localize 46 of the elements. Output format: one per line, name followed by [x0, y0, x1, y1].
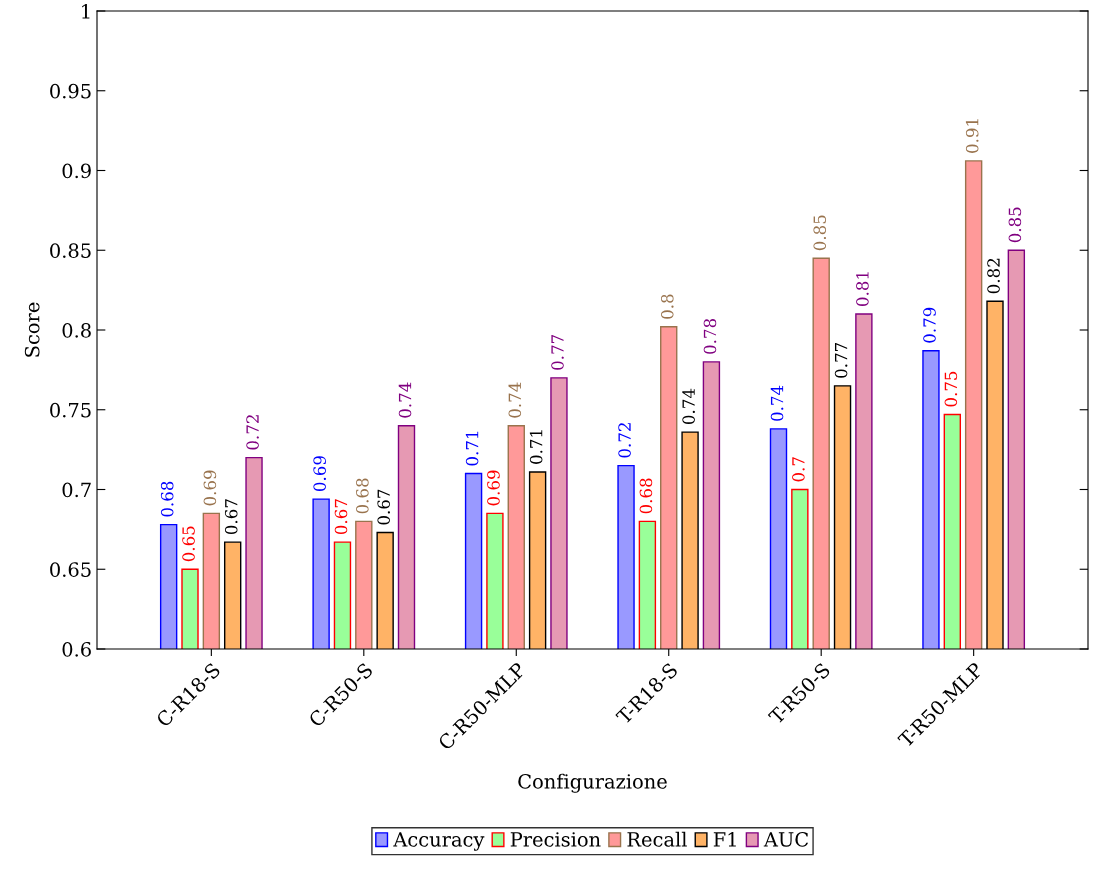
data-label: 0.68 [356, 478, 369, 514]
data-label: 0.72 [246, 415, 259, 450]
data-label: 0.74 [508, 382, 522, 418]
data-label: 0.67 [224, 499, 238, 535]
data-label: 0.74 [682, 388, 695, 425]
data-label: 0.71 [529, 430, 543, 464]
y-tick-label: 0.75 [50, 402, 91, 418]
data-label: 0.81 [856, 272, 869, 307]
data-label: 0.68 [160, 481, 174, 517]
y-tick-label: 0.95 [50, 83, 91, 99]
y-tick-label: 0.8 [62, 322, 91, 338]
data-label: 0.72 [618, 423, 631, 458]
data-label: 0.68 [639, 478, 653, 514]
data-label: 0.91 [965, 119, 979, 153]
data-label: 0.82 [987, 258, 1000, 294]
data-label: 0.7 [792, 457, 805, 482]
data-label: 0.67 [377, 489, 390, 525]
data-label: 0.67 [334, 499, 348, 535]
legend-label: F1 [713, 832, 736, 847]
data-label: 0.74 [398, 382, 412, 418]
y-tick-label: 0.65 [50, 562, 91, 577]
data-label: 0.69 [487, 470, 500, 506]
data-label: 0.85 [1008, 207, 1022, 243]
y-tick-label: 0.6 [62, 641, 91, 657]
data-label: 0.74 [770, 385, 784, 421]
legend-label: Accuracy [393, 832, 485, 851]
data-label: 0.65 [182, 526, 195, 562]
data-label: 0.69 [313, 456, 326, 492]
y-tick-label: 1 [82, 3, 90, 19]
y-tick-label: 0.7 [62, 482, 91, 498]
data-label: 0.77 [834, 342, 848, 378]
legend-label: Recall [627, 831, 687, 847]
data-label: 0.85 [813, 215, 827, 251]
data-label: 0.78 [703, 318, 717, 354]
data-label: 0.8 [660, 294, 674, 319]
y-axis-title: Score [24, 302, 40, 357]
data-label: 0.69 [203, 470, 217, 506]
legend-label: AUC [763, 832, 809, 847]
legend-label: Precision [510, 832, 601, 847]
y-tick-label: 0.9 [62, 163, 91, 179]
data-label: 0.79 [923, 307, 936, 343]
data-label: 0.75 [944, 371, 958, 407]
x-axis-title: Configurazione [518, 773, 667, 793]
data-label: 0.77 [551, 335, 564, 370]
y-tick-label: 0.85 [50, 243, 91, 258]
data-label: 0.71 [465, 431, 479, 466]
